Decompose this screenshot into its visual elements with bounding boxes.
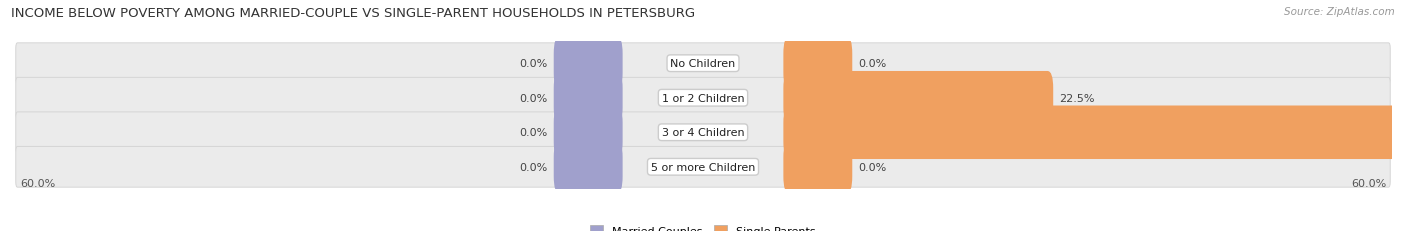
- Text: 0.0%: 0.0%: [520, 162, 548, 172]
- Legend: Married Couples, Single Parents: Married Couples, Single Parents: [586, 221, 820, 231]
- FancyBboxPatch shape: [554, 37, 623, 91]
- FancyBboxPatch shape: [783, 37, 852, 91]
- Text: 0.0%: 0.0%: [858, 162, 886, 172]
- Text: 60.0%: 60.0%: [1351, 178, 1386, 188]
- FancyBboxPatch shape: [783, 72, 1053, 125]
- FancyBboxPatch shape: [554, 72, 623, 125]
- FancyBboxPatch shape: [554, 106, 623, 159]
- Text: 1 or 2 Children: 1 or 2 Children: [662, 93, 744, 103]
- Text: 5 or more Children: 5 or more Children: [651, 162, 755, 172]
- FancyBboxPatch shape: [15, 147, 1391, 187]
- FancyBboxPatch shape: [783, 106, 1406, 159]
- Text: 0.0%: 0.0%: [520, 59, 548, 69]
- FancyBboxPatch shape: [15, 112, 1391, 153]
- FancyBboxPatch shape: [783, 140, 852, 194]
- Text: 22.5%: 22.5%: [1059, 93, 1094, 103]
- Text: No Children: No Children: [671, 59, 735, 69]
- FancyBboxPatch shape: [15, 78, 1391, 119]
- Text: 60.0%: 60.0%: [20, 178, 55, 188]
- FancyBboxPatch shape: [554, 140, 623, 194]
- FancyBboxPatch shape: [15, 44, 1391, 84]
- Text: Source: ZipAtlas.com: Source: ZipAtlas.com: [1284, 7, 1395, 17]
- Text: INCOME BELOW POVERTY AMONG MARRIED-COUPLE VS SINGLE-PARENT HOUSEHOLDS IN PETERSB: INCOME BELOW POVERTY AMONG MARRIED-COUPL…: [11, 7, 696, 20]
- Text: 0.0%: 0.0%: [520, 93, 548, 103]
- Text: 3 or 4 Children: 3 or 4 Children: [662, 128, 744, 138]
- Text: 0.0%: 0.0%: [520, 128, 548, 138]
- Text: 0.0%: 0.0%: [858, 59, 886, 69]
